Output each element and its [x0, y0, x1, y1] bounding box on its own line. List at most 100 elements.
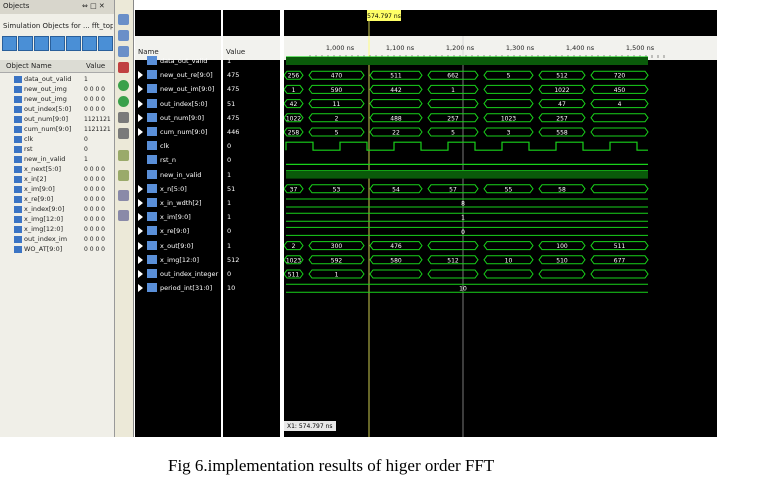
expand-arrow-icon[interactable] [138, 255, 143, 264]
object-row[interactable]: cum_num[9:0] 1121121 [0, 124, 114, 135]
bus-segment [538, 255, 586, 265]
bus-value-label: 10 [505, 257, 513, 264]
toolbar-icon[interactable] [98, 36, 113, 51]
toolbar-icon[interactable] [66, 36, 81, 51]
object-row[interactable]: x_index[9:0] 0 0 0 0 [0, 204, 114, 215]
expand-arrow-icon[interactable] [138, 85, 143, 94]
signal-row[interactable]: rst_n [135, 153, 221, 167]
time-tick-label: 1,000 ns [326, 44, 355, 52]
toolbar-icon[interactable] [50, 36, 65, 51]
toolbar-icon[interactable] [2, 36, 17, 51]
signal-row[interactable]: x_re[9:0] [135, 224, 221, 238]
signal-row[interactable]: out_num[9:0] [135, 111, 221, 125]
signal-row[interactable]: x_out[9:0] [135, 239, 221, 253]
bus-segment [283, 269, 304, 279]
signal-name: period_int[31:0] [160, 284, 213, 293]
signal-value: 1 [227, 199, 232, 207]
signal-row[interactable]: x_in_wdth[2] [135, 196, 221, 210]
bus-segment [283, 255, 304, 265]
zoom-icon[interactable] [118, 14, 129, 25]
marker-icon[interactable] [118, 62, 129, 73]
expand-arrow-icon[interactable] [138, 128, 143, 136]
signal-name: x_in_wdth[2] [160, 199, 202, 207]
toolbar-icon[interactable] [18, 36, 33, 51]
object-row[interactable]: data_out_valid 1 [0, 74, 114, 85]
signal-value: 475 [227, 113, 240, 122]
object-row[interactable]: x_img[12:0] 0 0 0 0 [0, 224, 114, 235]
bus-value-label: 662 [447, 73, 459, 80]
object-name: x_im[9:0] [24, 185, 55, 193]
object-row[interactable]: x_re[9:0] 0 0 0 0 [0, 194, 114, 205]
snap-icon[interactable] [118, 190, 129, 201]
object-row[interactable]: new_out_img 0 0 0 0 [0, 84, 114, 95]
run-icon[interactable] [118, 80, 129, 91]
object-row[interactable]: out_num[9:0] 1121121 [0, 114, 114, 125]
run-all-icon[interactable] [118, 96, 129, 107]
expand-arrow-icon[interactable] [138, 241, 143, 250]
object-row[interactable]: new_in_valid 1 [0, 154, 114, 165]
bus-value-label: 2 [335, 115, 339, 122]
object-row[interactable]: rst 0 [0, 144, 114, 155]
object-row[interactable]: new_out_img 0 0 0 0 [0, 94, 114, 105]
signal-row[interactable]: x_img[12:0] [135, 253, 221, 267]
expand-arrow-icon[interactable] [138, 71, 143, 80]
signal-row[interactable]: cum_num[9:0] [135, 125, 221, 139]
zoom-out-icon[interactable] [118, 46, 129, 57]
bus-value-label: 450 [614, 87, 626, 94]
expand-arrow-icon[interactable] [138, 284, 143, 293]
signal-name: x_re[9:0] [160, 227, 190, 236]
bus-value-label: 42 [290, 101, 298, 108]
waveform-pane[interactable]: 1,000 ns 1,100 ns 1,200 ns 1,300 ns 1,400 ns… [283, 10, 717, 437]
signal-row[interactable]: period_int[31:0] [135, 281, 221, 295]
bus-value-label: 1022 [286, 115, 301, 122]
expand-arrow-icon[interactable] [138, 227, 143, 236]
object-row[interactable]: x_im[9:0] 0 0 0 0 [0, 184, 114, 195]
signal-row[interactable]: x_n[5:0] [135, 182, 221, 196]
swap-icon[interactable] [118, 170, 129, 181]
cursor-icon[interactable] [118, 150, 129, 161]
toolbar-icon[interactable] [82, 36, 97, 51]
signal-row[interactable]: out_index[5:0] [135, 97, 221, 111]
bus-value-label: 100 [556, 243, 568, 250]
signal-row[interactable]: new_out_re[9:0] [135, 68, 221, 82]
object-row[interactable]: clk 0 [0, 134, 114, 145]
object-row[interactable]: out_index[5:0] 0 0 0 0 [0, 104, 114, 115]
name-header-label: Name [138, 48, 159, 56]
object-row[interactable]: x_next[5:0] 0 0 0 0 [0, 164, 114, 175]
step-icon[interactable] [118, 112, 129, 123]
signal-icon [14, 206, 22, 213]
zoom-in-icon[interactable] [118, 30, 129, 41]
signal-row[interactable]: new_in_valid [135, 168, 221, 182]
signal-value: 1 [227, 213, 232, 222]
object-row[interactable]: WO_AT[9:0] 0 0 0 0 [0, 244, 114, 255]
expand-arrow-icon[interactable] [138, 113, 143, 122]
goto-icon[interactable] [118, 210, 129, 221]
expand-arrow-icon[interactable] [138, 213, 143, 222]
object-name: rst [24, 145, 33, 153]
signal-row[interactable]: x_im[9:0] [135, 210, 221, 224]
bus-segment [538, 99, 586, 109]
expand-arrow-icon[interactable] [138, 270, 143, 278]
expand-arrow-icon[interactable] [138, 199, 143, 207]
object-row[interactable]: x_in[2] 0 0 0 0 [0, 174, 114, 185]
object-name: x_img[12:0] [24, 225, 64, 233]
bus-segment [538, 184, 586, 194]
object-value: 1 [84, 76, 88, 83]
object-row[interactable]: out_index_im 0 0 0 0 [0, 234, 114, 245]
object-value: 0 0 0 0 [84, 216, 105, 223]
wave-fill [286, 57, 648, 65]
signal-row[interactable]: data_out_valid [135, 54, 221, 68]
toolbar-icon[interactable] [34, 36, 49, 51]
signal-row[interactable]: out_index_integer [135, 267, 221, 281]
signal-row[interactable]: new_out_im[9:0] [135, 82, 221, 96]
bus-segment [483, 127, 534, 137]
expand-arrow-icon[interactable] [138, 99, 143, 108]
window-controls-icon[interactable]: ⇔ □ ✕ [82, 2, 105, 10]
waveform-canvas[interactable]: 1,000 ns 1,100 ns 1,200 ns 1,300 ns 1,400 ns… [283, 10, 717, 437]
signal-row[interactable]: clk [135, 139, 221, 153]
signal-icon [147, 127, 157, 136]
restart-icon[interactable] [118, 128, 129, 139]
expand-arrow-icon[interactable] [138, 184, 143, 193]
object-row[interactable]: x_img[12:0] 0 0 0 0 [0, 214, 114, 225]
bus-segment [369, 99, 423, 109]
